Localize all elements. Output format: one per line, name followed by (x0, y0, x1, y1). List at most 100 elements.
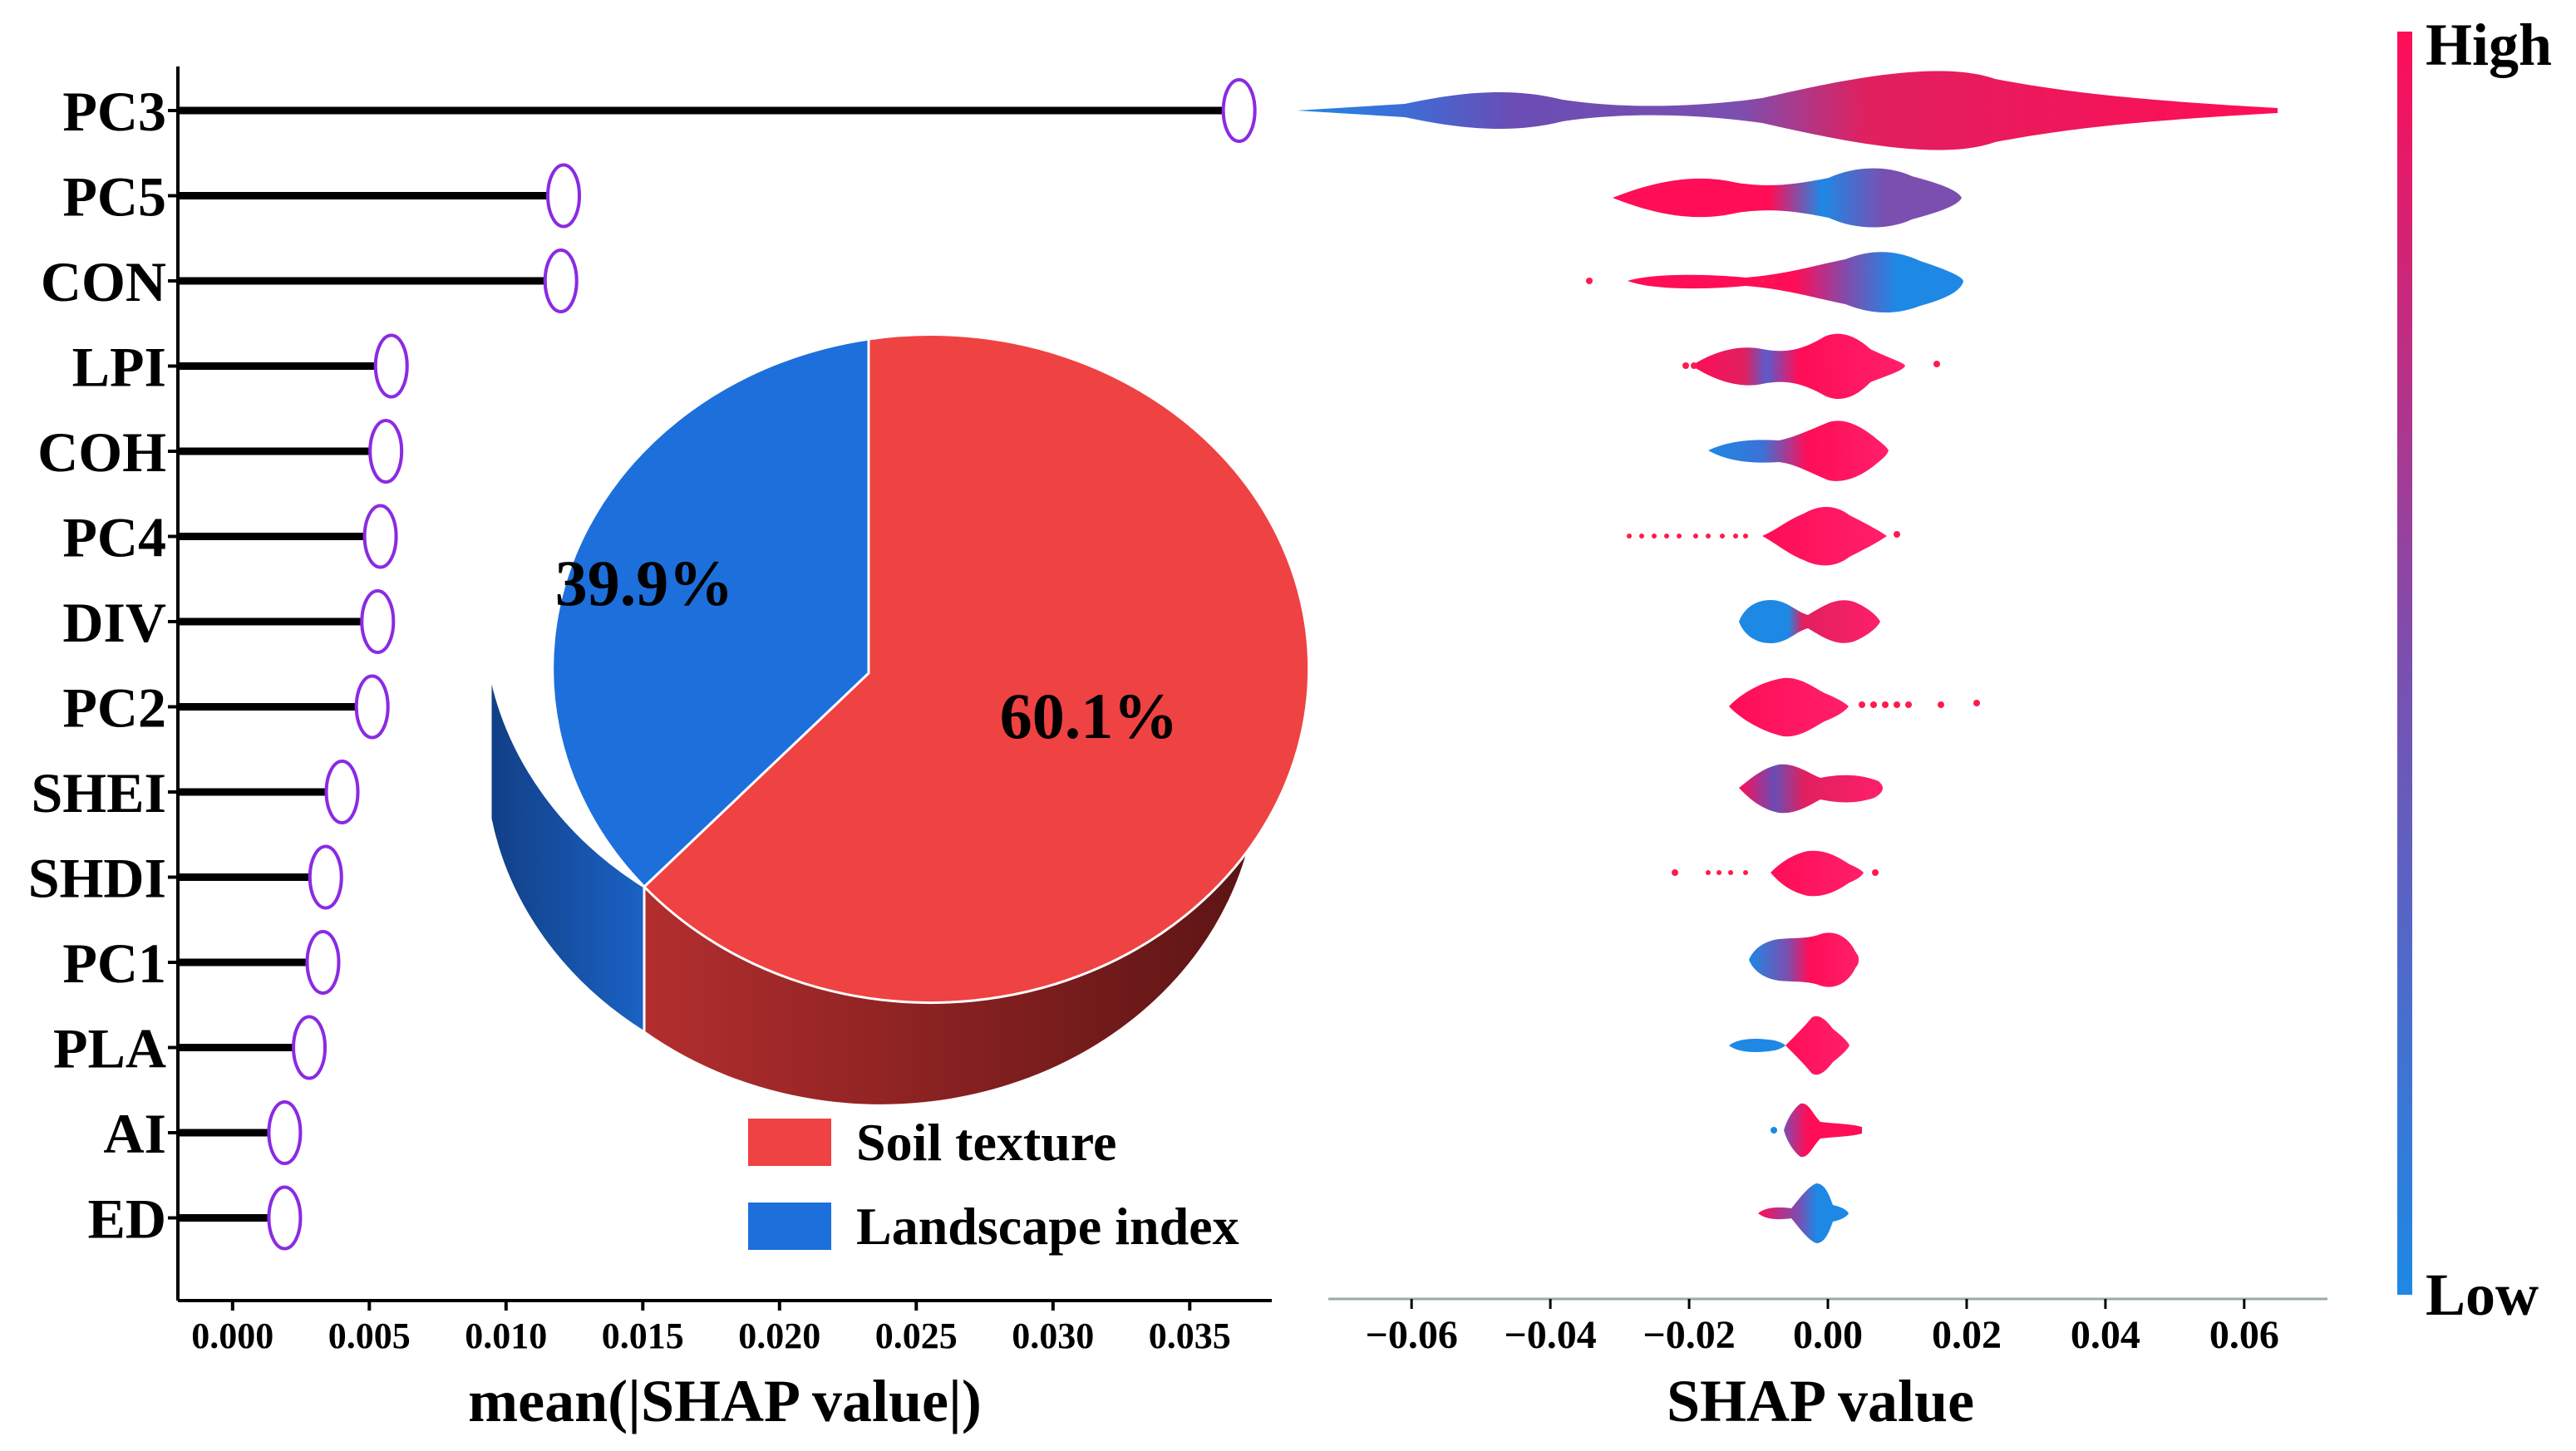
lollipop-marker-PC2 (354, 674, 390, 740)
violin-SHEI (1739, 764, 1883, 814)
outlier-dot (1706, 870, 1711, 875)
lollipop-ylabel-COH: COH (37, 421, 166, 484)
violin-PC5 (1613, 168, 1962, 228)
pie-chart: 39.9% 60.1% Soil texture Landscape index (489, 333, 1311, 1256)
lollipop-marker-SHDI (308, 844, 343, 910)
outlier-dot (1938, 701, 1944, 708)
lollipop-ylabel-PC2: PC2 (62, 676, 166, 740)
outlier-dot (1973, 700, 1980, 706)
outlier-dot (1872, 869, 1879, 876)
lollipop-marker-LPI (373, 333, 409, 399)
violin-PC3 (1297, 71, 2278, 150)
lollipop-x-axis-title: mean(|SHAP value|) (468, 1368, 982, 1434)
pie-side-landscape-index (489, 672, 646, 1035)
colorbar-high-label: High (2426, 12, 2552, 78)
lollipop-marker-ED (267, 1185, 303, 1251)
violin-COH (1708, 421, 1889, 481)
outlier-dot (1760, 278, 1765, 283)
lollipop-ylabel-SHEI: SHEI (31, 761, 166, 824)
outlier-dot (1859, 701, 1865, 708)
violin-xtick-label: −0.04 (1504, 1313, 1596, 1357)
lollipop-xtick-label: 0.005 (328, 1316, 411, 1356)
outlier-dot (1933, 361, 1940, 367)
lollipop-xtick-label: 0.015 (602, 1316, 684, 1356)
shap-violin-plot: −0.06 −0.04 −0.02 0.00 0.02 0.04 0.06 SHAP val… (1297, 12, 2552, 1434)
outlier-dot (1894, 531, 1900, 538)
lollipop-marker-AI (267, 1100, 303, 1165)
lollipop-marker-PC1 (305, 930, 341, 995)
outlier-dot (1717, 870, 1721, 875)
pie-slice-landscape-index (551, 337, 870, 889)
shap-colorbar: High Low (2397, 12, 2552, 1328)
lollipop-ylabel-CON: CON (41, 250, 166, 313)
lollipop-xtick-label: 0.025 (875, 1316, 958, 1356)
lollipop-xtick-label: 0.020 (738, 1316, 820, 1356)
outlier-dot (1905, 701, 1912, 708)
violin-xtick-label: −0.06 (1365, 1313, 1457, 1357)
pie-label-landscape-index: 39.9% (555, 547, 734, 619)
lollipop-ylabel-PC3: PC3 (62, 80, 166, 143)
legend-label-landscape-index: Landscape index (856, 1197, 1239, 1256)
outlier-dot (1677, 534, 1682, 539)
outlier-dot (1894, 701, 1900, 708)
violin-PC4 (1762, 506, 1887, 566)
colorbar-low-label: Low (2426, 1262, 2539, 1328)
legend-swatch-soil-texture (748, 1119, 831, 1166)
outlier-dot (1627, 534, 1632, 539)
lollipop-ylabel-PLA: PLA (53, 1017, 166, 1080)
outlier-dot (1720, 534, 1725, 539)
lollipop-marker-PC4 (362, 504, 398, 569)
violin-xtick-label: 0.04 (2071, 1313, 2140, 1357)
legend-swatch-landscape-index (748, 1203, 831, 1250)
lollipop-xtick-label: 0.000 (191, 1316, 273, 1356)
violin-xtick-label: 0.02 (1932, 1313, 2002, 1357)
outlier-dot (1693, 534, 1698, 539)
violin-CON (1628, 252, 1963, 313)
violin-PLA (1785, 1016, 1849, 1075)
colorbar-gradient (2397, 32, 2412, 1295)
violin-outliers (1586, 278, 1980, 1134)
violin-x-axis-title: SHAP value (1667, 1368, 1974, 1434)
violin-SHDI (1771, 850, 1864, 897)
violin-AI (1784, 1103, 1862, 1158)
outlier-dot (1691, 362, 1697, 369)
lollipop-ylabel-SHDI: SHDI (28, 847, 166, 910)
outlier-dot (1652, 534, 1657, 539)
violin-PC1 (1749, 932, 1859, 987)
outlier-dot (1586, 278, 1593, 284)
pie-label-soil-texture: 60.1% (1000, 680, 1179, 752)
outlier-dot (1743, 870, 1748, 875)
lollipop-marker-SHEI (324, 760, 360, 824)
outlier-dot (1672, 869, 1678, 876)
legend-label-soil-texture: Soil texture (856, 1113, 1116, 1172)
lollipop-ylabel-PC5: PC5 (62, 165, 166, 229)
violin-PLA-blue-tail (1729, 1039, 1785, 1052)
violin-ED (1758, 1183, 1849, 1243)
lollipop-marker-PLA (292, 1015, 328, 1080)
lollipop-ylabel-PC1: PC1 (62, 932, 166, 995)
lollipop-marker-DIV (360, 589, 396, 654)
lollipop-chart: PC3 PC5 CON LPI COH PC4 DIV PC2 SHEI SHDI PC1 PLA AI… (28, 66, 1272, 1434)
violin-DIV (1739, 600, 1880, 643)
outlier-dot (1882, 701, 1889, 708)
lollipop-xtick-label: 0.010 (465, 1316, 547, 1356)
outlier-dot (1639, 534, 1644, 539)
outlier-dot (1770, 278, 1775, 283)
outlier-dot (1771, 1127, 1777, 1134)
lollipop-ylabel-DIV: DIV (62, 591, 166, 654)
lollipop-xtick-label: 0.030 (1012, 1316, 1094, 1356)
lollipop-marker-PC5 (546, 163, 582, 229)
lollipop-marker-PC3 (1221, 78, 1257, 143)
outlier-dot (1682, 362, 1689, 369)
violin-PC2 (1729, 677, 1849, 737)
lollipop-marker-CON (543, 248, 579, 313)
lollipop-marker-COH (368, 419, 404, 484)
pie-slice-soil-texture (642, 333, 1311, 1005)
lollipop-ylabel-PC4: PC4 (62, 506, 166, 569)
violin-LPI (1692, 333, 1905, 400)
outlier-dot (1664, 534, 1669, 539)
outlier-dot (1706, 534, 1711, 539)
outlier-dot (1728, 870, 1733, 875)
violin-xtick-label: 0.06 (2209, 1313, 2279, 1357)
